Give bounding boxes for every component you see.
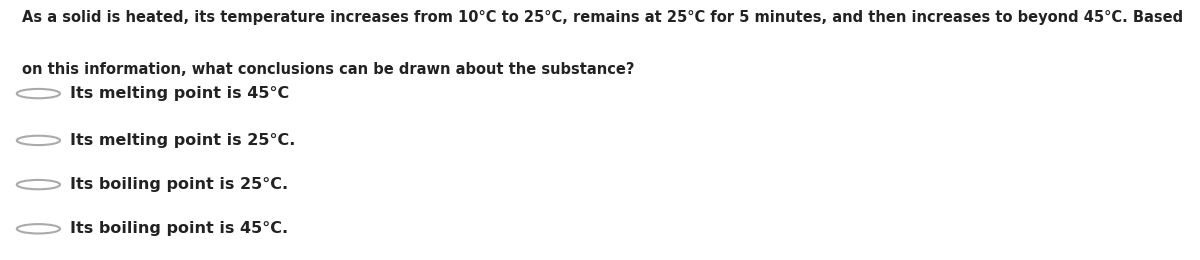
- Text: on this information, what conclusions can be drawn about the substance?: on this information, what conclusions ca…: [22, 62, 634, 77]
- Text: Its melting point is 45°C: Its melting point is 45°C: [70, 86, 289, 101]
- Text: Its boiling point is 45°C.: Its boiling point is 45°C.: [70, 221, 288, 236]
- Text: As a solid is heated, its temperature increases from 10°C to 25°C, remains at 25: As a solid is heated, its temperature in…: [22, 10, 1183, 25]
- Text: Its boiling point is 25°C.: Its boiling point is 25°C.: [70, 177, 288, 192]
- Text: Its melting point is 25°C.: Its melting point is 25°C.: [70, 133, 295, 148]
